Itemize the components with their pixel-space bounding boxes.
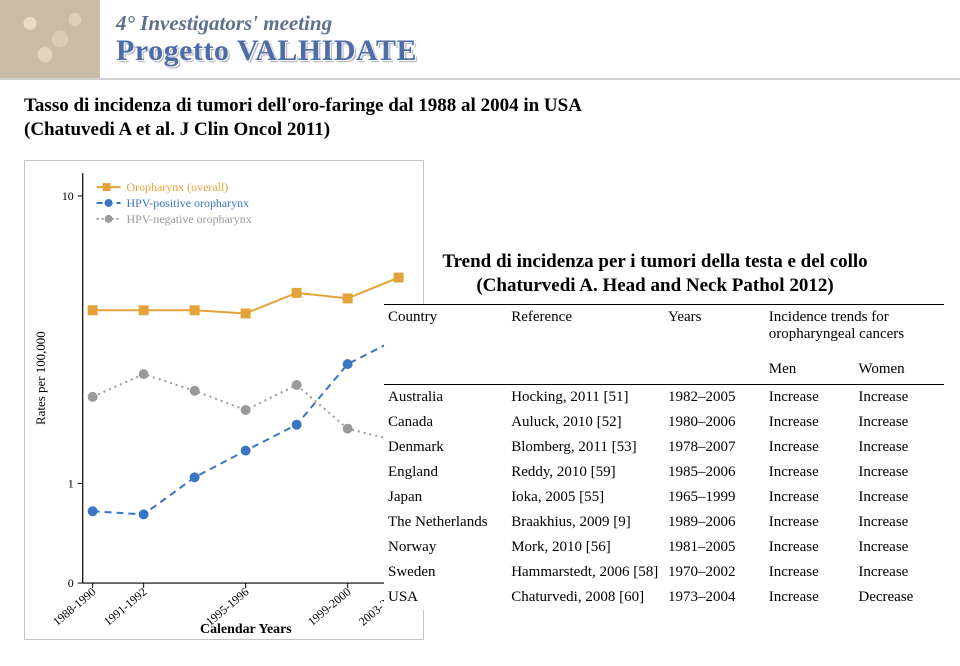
table-cell: Braakhius, 2009 [9] — [507, 510, 664, 535]
right-block: Trend di incidenza per i tumori della te… — [360, 250, 950, 610]
table-row: JapanIoka, 2005 [55]1965–1999IncreaseInc… — [384, 485, 944, 510]
table-cell: 1989–2006 — [664, 510, 765, 535]
table-cell: Increase — [765, 460, 855, 485]
table-cell: 1973–2004 — [664, 585, 765, 610]
svg-text:1999-2000: 1999-2000 — [305, 585, 354, 629]
table-row: AustraliaHocking, 2011 [51]1982–2005Incr… — [384, 384, 944, 410]
table-cell: Australia — [384, 384, 507, 410]
table-row: USAChaturvedi, 2008 [60]1973–2004Increas… — [384, 585, 944, 610]
svg-text:1988-1990: 1988-1990 — [50, 585, 99, 629]
table-row: NorwayMork, 2010 [56]1981–2005IncreaseIn… — [384, 535, 944, 560]
table-cell: Increase — [854, 485, 944, 510]
table-cell: Increase — [854, 560, 944, 585]
table-cell: 1982–2005 — [664, 384, 765, 410]
table-cell: Increase — [854, 435, 944, 460]
right-caption-line1: Trend di incidenza per i tumori della te… — [442, 251, 867, 272]
table-cell: Ioka, 2005 [55] — [507, 485, 664, 510]
table-cell: Canada — [384, 410, 507, 435]
table-row: SwedenHammarstedt, 2006 [58]1970–2002Inc… — [384, 560, 944, 585]
svg-text:1991-1992: 1991-1992 — [101, 585, 150, 629]
svg-text:Calendar Years: Calendar Years — [200, 622, 292, 637]
svg-text:HPV-negative oropharynx: HPV-negative oropharynx — [126, 212, 251, 226]
table-cell: Japan — [384, 485, 507, 510]
table-cell: 1978–2007 — [664, 435, 765, 460]
table-cell: Increase — [765, 384, 855, 410]
left-caption-line2: (Chatuvedi A et al. J Clin Oncol 2011) — [24, 119, 330, 140]
table-subheader: Men — [765, 347, 855, 385]
table-row: The NetherlandsBraakhius, 2009 [9]1989–2… — [384, 510, 944, 535]
table-row: EnglandReddy, 2010 [59]1985–2006Increase… — [384, 460, 944, 485]
table-cell: 1981–2005 — [664, 535, 765, 560]
right-caption: Trend di incidenza per i tumori della te… — [360, 250, 950, 298]
header-subtitle: 4° Investigators' meeting — [116, 11, 417, 36]
table-cell: Increase — [854, 510, 944, 535]
table-cell: Increase — [765, 535, 855, 560]
table-cell: Norway — [384, 535, 507, 560]
table-cell: USA — [384, 585, 507, 610]
table-cell: Increase — [765, 585, 855, 610]
table-cell: Increase — [765, 510, 855, 535]
table-cell: Hammarstedt, 2006 [58] — [507, 560, 664, 585]
table-cell: Increase — [854, 384, 944, 410]
svg-text:1: 1 — [68, 476, 74, 490]
table-row: CanadaAuluck, 2010 [52]1980–2006Increase… — [384, 410, 944, 435]
left-caption: Tasso di incidenza di tumori dell'oro-fa… — [24, 94, 936, 142]
table-cell: Hocking, 2011 [51] — [507, 384, 664, 410]
table-cell: Decrease — [854, 585, 944, 610]
trends-table: CountryReferenceYearsIncidence trends fo… — [384, 304, 944, 610]
table-cell: Reddy, 2010 [59] — [507, 460, 664, 485]
table-cell: Mork, 2010 [56] — [507, 535, 664, 560]
table-cell: The Netherlands — [384, 510, 507, 535]
left-caption-line1: Tasso di incidenza di tumori dell'oro-fa… — [24, 95, 582, 116]
table-cell: Increase — [765, 560, 855, 585]
table-cell: 1985–2006 — [664, 460, 765, 485]
table-cell: Auluck, 2010 [52] — [507, 410, 664, 435]
slide-header: 4° Investigators' meeting Progetto VALHI… — [0, 0, 960, 80]
table-cell: Increase — [854, 410, 944, 435]
table-subheader: Women — [854, 347, 944, 385]
table-cell: Increase — [765, 410, 855, 435]
table-cell: Increase — [854, 535, 944, 560]
table-row: DenmarkBlomberg, 2011 [53]1978–2007Incre… — [384, 435, 944, 460]
table-header: Reference — [507, 304, 664, 384]
table-cell: Chaturvedi, 2008 [60] — [507, 585, 664, 610]
svg-text:10: 10 — [62, 189, 74, 203]
table-header: Years — [664, 304, 765, 384]
right-caption-line2: (Chaturvedi A. Head and Neck Pathol 2012… — [476, 275, 833, 296]
table-cell: Sweden — [384, 560, 507, 585]
table-cell: 1965–1999 — [664, 485, 765, 510]
table-cell: Denmark — [384, 435, 507, 460]
svg-text:0: 0 — [68, 576, 74, 590]
table-header: Incidence trends for oropharyngeal cance… — [765, 304, 944, 347]
table-cell: Blomberg, 2011 [53] — [507, 435, 664, 460]
table-cell: 1980–2006 — [664, 410, 765, 435]
header-text: 4° Investigators' meeting Progetto VALHI… — [100, 11, 417, 68]
table-cell: 1970–2002 — [664, 560, 765, 585]
table-header: Country — [384, 304, 507, 384]
svg-text:Oropharynx (overall): Oropharynx (overall) — [126, 180, 228, 194]
table-cell: Increase — [765, 485, 855, 510]
header-title: Progetto VALHIDATE — [116, 34, 417, 68]
table-cell: Increase — [854, 460, 944, 485]
svg-text:HPV-positive oropharynx: HPV-positive oropharynx — [126, 196, 249, 210]
table-cell: Increase — [765, 435, 855, 460]
header-thumbnail — [0, 0, 100, 78]
slide-body: Tasso di incidenza di tumori dell'oro-fa… — [0, 80, 960, 142]
svg-text:Rates per 100,000: Rates per 100,000 — [33, 331, 48, 425]
table-cell: England — [384, 460, 507, 485]
